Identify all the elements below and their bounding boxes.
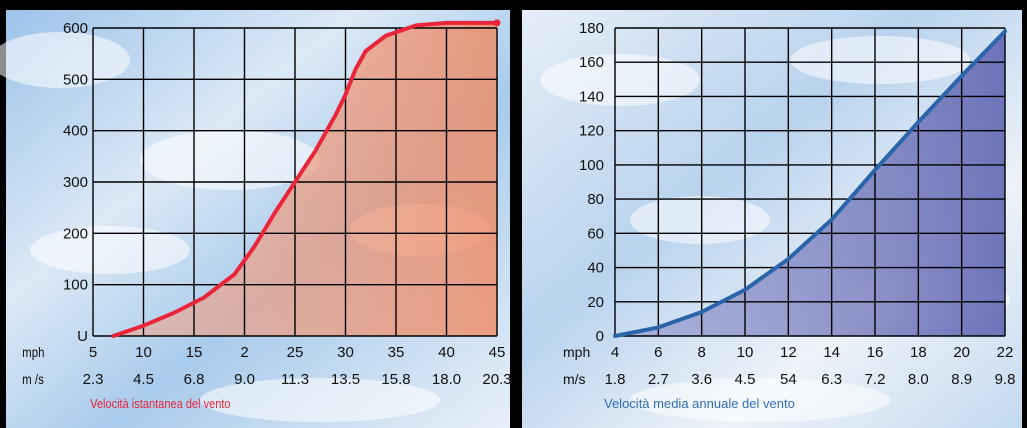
- chart-caption: Velocità media annuale del vento: [604, 396, 795, 411]
- x-axis-ms-labels: 2.3 4.5 6.8 9.0 11.3 13.5 15.8 18.0 20.3: [83, 371, 512, 388]
- x-tick-label-mph: 15: [186, 344, 203, 361]
- x-axis-ms-row-label: m/s: [563, 371, 586, 387]
- x-tick-label-mph: 30: [337, 344, 354, 361]
- y-axis-ticks: 180 160 140 120 100 80 60 40 20 0: [579, 20, 604, 345]
- x-tick-label-mph: 8: [697, 344, 705, 361]
- x-axis-ms-row-label: m /s: [22, 371, 44, 387]
- y-tick-label: 600: [63, 20, 88, 37]
- y-axis-ticks: 600 500 400 300 200 100 U: [63, 20, 88, 345]
- instantaneous-wind-chart: 600 500 400 300 200 100 U 5 10 15 2 25 30 35 40 45 2.3…: [22, 19, 512, 411]
- x-axis-mph-row-label: mph: [22, 344, 44, 360]
- x-tick-label-ms: 6.3: [821, 371, 842, 388]
- x-tick-label-ms: 4.5: [133, 371, 154, 388]
- grid: [614, 27, 1006, 337]
- area-fill: [113, 22, 497, 337]
- x-tick-label-ms: 8.0: [908, 371, 929, 388]
- x-axis-mph-row-label: mph: [563, 344, 590, 360]
- y-tick-label: 100: [579, 157, 604, 174]
- y-tick-label: 60: [587, 225, 604, 242]
- chart-caption: Velocità istantanea del vento: [90, 396, 231, 411]
- x-tick-label-mph: 16: [867, 344, 884, 361]
- top-band: [0, 0, 1027, 10]
- x-tick-label-mph: 4: [611, 344, 619, 361]
- x-axis-mph-labels: 5 10 15 2 25 30 35 40 45: [89, 344, 506, 361]
- area-fill: [615, 31, 1005, 337]
- x-tick-label-mph: 6: [654, 344, 662, 361]
- y-tick-label: 200: [63, 225, 88, 242]
- x-tick-label-ms: 7.2: [865, 371, 886, 388]
- x-axis-ms-labels: 1.8 2.7 3.6 4.5 54 6.3 7.2 8.0 8.9 9.8: [605, 371, 1016, 388]
- y-tick-label: 180: [579, 20, 604, 37]
- y-tick-label: 300: [63, 174, 88, 191]
- annual-average-wind-chart: 180 160 140 120 100 80 60 40 20 0 4 6 8 10 12 14 16 18 20…: [563, 20, 1015, 411]
- x-tick-label-mph: 10: [737, 344, 754, 361]
- y-tick-label: 100: [63, 277, 88, 294]
- x-tick-label-ms: 4.5: [735, 371, 756, 388]
- x-axis-mph-labels: 4 6 8 10 12 14 16 18 20 22: [611, 344, 1014, 361]
- y-tick-label: 400: [63, 123, 88, 140]
- y-tick-label: U: [77, 328, 88, 345]
- x-tick-label-ms: 18.0: [432, 371, 461, 388]
- x-tick-label-mph: 2: [240, 344, 248, 361]
- y-tick-label: 40: [587, 260, 604, 277]
- y-tick-label: 140: [579, 88, 604, 105]
- x-tick-label-mph: 22: [997, 344, 1014, 361]
- x-tick-label-ms: 11.3: [281, 371, 309, 388]
- right-edge: [1022, 10, 1027, 428]
- y-tick-label: 160: [579, 54, 604, 71]
- x-tick-label-ms: 20.3: [482, 371, 511, 388]
- x-tick-label-mph: 18: [910, 344, 927, 361]
- x-tick-label-ms: 13.5: [331, 371, 360, 388]
- y-tick-label: 500: [63, 71, 88, 88]
- x-tick-label-ms: 3.6: [691, 371, 712, 388]
- line-end-marker: [493, 19, 501, 27]
- y-tick-label: 0: [596, 328, 604, 345]
- x-tick-label-ms: 2.3: [83, 371, 104, 388]
- x-tick-label-mph: 40: [438, 344, 455, 361]
- x-tick-label-mph: 20: [953, 344, 970, 361]
- x-tick-label-mph: 10: [135, 344, 152, 361]
- y-tick-label: 80: [587, 191, 604, 208]
- panel-divider: [510, 10, 522, 428]
- x-tick-label-mph: 14: [823, 344, 840, 361]
- x-tick-label-ms: 2.7: [648, 371, 669, 388]
- x-tick-label-ms: 9.8: [995, 371, 1016, 388]
- y-tick-label: 120: [579, 123, 604, 140]
- x-tick-label-mph: 35: [388, 344, 405, 361]
- x-tick-label-ms: 6.8: [184, 371, 205, 388]
- data-line: [111, 20, 499, 338]
- x-tick-label-mph: 5: [89, 344, 97, 361]
- x-tick-label-mph: 12: [780, 344, 797, 361]
- x-tick-label-ms: 9.0: [234, 371, 255, 388]
- data-line: [613, 29, 1007, 338]
- grid: [92, 27, 498, 337]
- x-tick-label-mph: 25: [287, 344, 304, 361]
- x-tick-label-ms: 1.8: [605, 371, 626, 388]
- x-tick-label-ms: 8.9: [951, 371, 972, 388]
- x-tick-label-ms: 15.8: [381, 371, 410, 388]
- x-tick-label-ms: 54: [780, 371, 797, 388]
- y-tick-label: 20: [587, 294, 604, 311]
- x-tick-label-mph: 45: [489, 344, 506, 361]
